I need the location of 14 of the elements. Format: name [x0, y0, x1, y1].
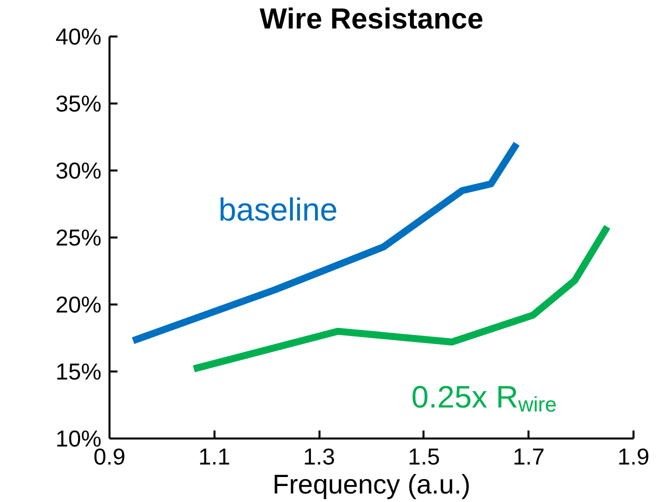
x-tick-label: 1.1 — [198, 444, 230, 470]
x-tick-label: 1.9 — [618, 444, 650, 470]
series-label: baseline — [218, 191, 338, 228]
y-tick-label: 25% — [55, 224, 102, 250]
y-tick-label: 15% — [55, 358, 102, 384]
x-tick-label: 1.5 — [408, 444, 440, 470]
y-tick-label: 40% — [55, 24, 102, 50]
chart-title: Wire Resistance — [260, 4, 484, 36]
x-tick-label: 1.3 — [303, 444, 336, 470]
y-tick-label: 20% — [55, 292, 102, 318]
x-axis-title: Frequency (a.u.) — [272, 470, 471, 500]
x-tick-label: 1.7 — [512, 444, 545, 470]
y-tick-label: 35% — [55, 90, 102, 116]
y-tick-label: 30% — [55, 158, 102, 184]
